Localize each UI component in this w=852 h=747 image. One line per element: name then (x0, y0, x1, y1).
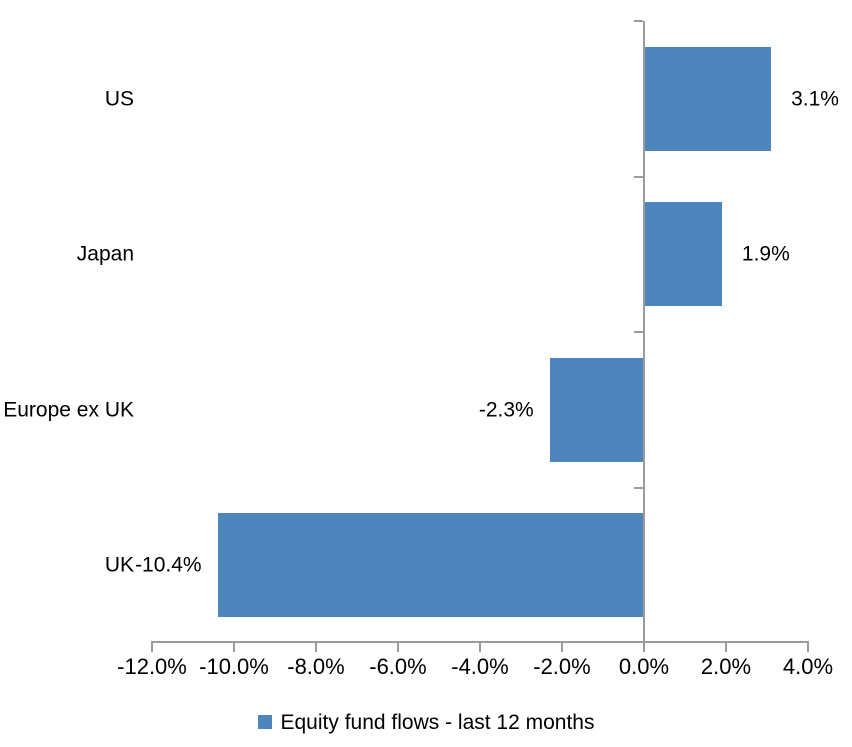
x-tick-label: -2.0% (533, 654, 591, 679)
x-tick (397, 643, 399, 652)
legend-swatch-icon (257, 715, 272, 729)
bar-japan (644, 202, 722, 307)
x-tick-label: -6.0% (369, 654, 427, 679)
x-tick (725, 643, 727, 652)
legend: Equity fund flows - last 12 months (0, 708, 852, 736)
zero-axis-line (643, 21, 645, 652)
x-tick-label: -10.0% (199, 654, 269, 679)
bar-us (644, 46, 772, 151)
x-tick-label: 4.0% (782, 654, 834, 679)
y-tick (634, 175, 643, 178)
category-label: UK (104, 553, 134, 577)
bar-uk (217, 513, 644, 618)
data-label: -2.3% (478, 398, 534, 422)
x-tick-label: 0.0% (618, 654, 670, 679)
x-axis-line (151, 641, 809, 643)
x-tick-label: -8.0% (287, 654, 345, 679)
x-tick-label: -12.0% (117, 654, 187, 679)
x-tick-label: -4.0% (451, 654, 509, 679)
x-tick (807, 643, 809, 652)
x-tick (479, 643, 481, 652)
y-tick (634, 331, 643, 333)
x-tick (315, 643, 317, 652)
x-tick (233, 643, 235, 652)
y-tick (634, 20, 643, 22)
y-tick (634, 486, 643, 489)
category-label: Europe ex UK (3, 398, 134, 422)
data-label: -10.4% (135, 553, 202, 577)
category-label: Japan (76, 242, 134, 266)
x-tick (561, 643, 563, 652)
bar-europe-ex-uk (549, 357, 644, 462)
category-label: US (104, 87, 134, 111)
legend-label: Equity fund flows - last 12 months (280, 710, 595, 734)
x-tick (151, 643, 153, 652)
data-label: 1.9% (741, 242, 790, 266)
x-tick-label: 2.0% (700, 654, 752, 679)
data-label: 3.1% (791, 87, 839, 111)
